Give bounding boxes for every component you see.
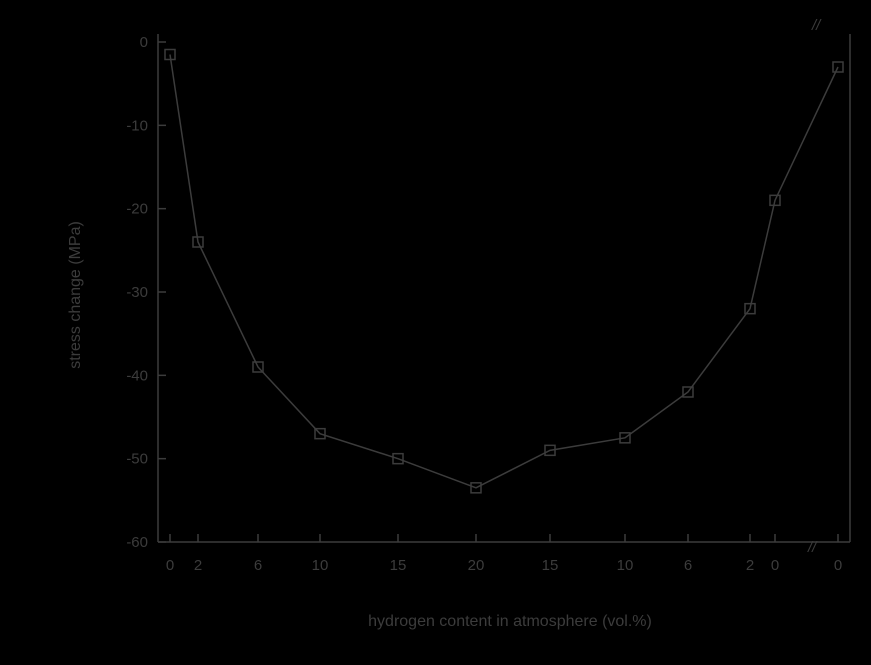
data-point-0 — [164, 48, 176, 61]
y-tick-label: -20 — [126, 201, 148, 218]
x-tick-label: 10 — [617, 557, 634, 574]
data-point-10 — [769, 194, 781, 207]
y-tick-label: -40 — [126, 367, 148, 384]
data-series — [164, 48, 844, 494]
x-tick-label: 2 — [194, 557, 202, 574]
x-tick-label: 6 — [684, 557, 692, 574]
plot-frame — [157, 34, 851, 543]
data-point-11 — [832, 61, 844, 73]
y-tick-label: 0 — [140, 34, 148, 51]
y-tick-label: -30 — [126, 284, 148, 301]
y-tick-label: -60 — [126, 534, 148, 551]
x-tick-label: 0 — [166, 557, 174, 574]
y-axis-title: stress change (MPa) — [67, 221, 84, 369]
y-axis: 0 -10 -20 -30 -40 -50 -60 — [126, 34, 166, 551]
x-tick-label: 0 — [834, 557, 842, 574]
x-tick-label: 15 — [390, 557, 407, 574]
data-point-8 — [682, 386, 694, 398]
x-tick-label: 2 — [746, 557, 754, 574]
data-point-1 — [192, 236, 204, 248]
x-tick-label: 6 — [254, 557, 262, 574]
x-tick-label: 10 — [312, 557, 329, 574]
axis-break-marks: // // — [807, 17, 822, 556]
x-tick-label: 15 — [542, 557, 559, 574]
data-point-3 — [314, 427, 326, 440]
x-axis-title: hydrogen content in atmosphere (vol.%) — [368, 613, 652, 630]
data-point-6 — [544, 444, 556, 457]
x-tick-label: 20 — [468, 557, 485, 574]
data-point-9 — [744, 302, 756, 315]
x-tick-label: 0 — [771, 557, 779, 574]
data-point-7 — [619, 432, 631, 444]
data-point-4 — [392, 452, 404, 465]
data-point-2 — [252, 361, 264, 373]
y-tick-label: -50 — [126, 451, 148, 468]
axis-break-mark-0: // — [811, 17, 822, 34]
x-axis: 0 2 6 10 15 20 15 10 6 2 0 0 — [166, 534, 842, 574]
y-tick-label: -10 — [126, 117, 148, 134]
series-line-0 — [169, 54, 839, 489]
axis-break-mark-1: // — [807, 539, 818, 556]
data-point-5 — [470, 482, 482, 494]
